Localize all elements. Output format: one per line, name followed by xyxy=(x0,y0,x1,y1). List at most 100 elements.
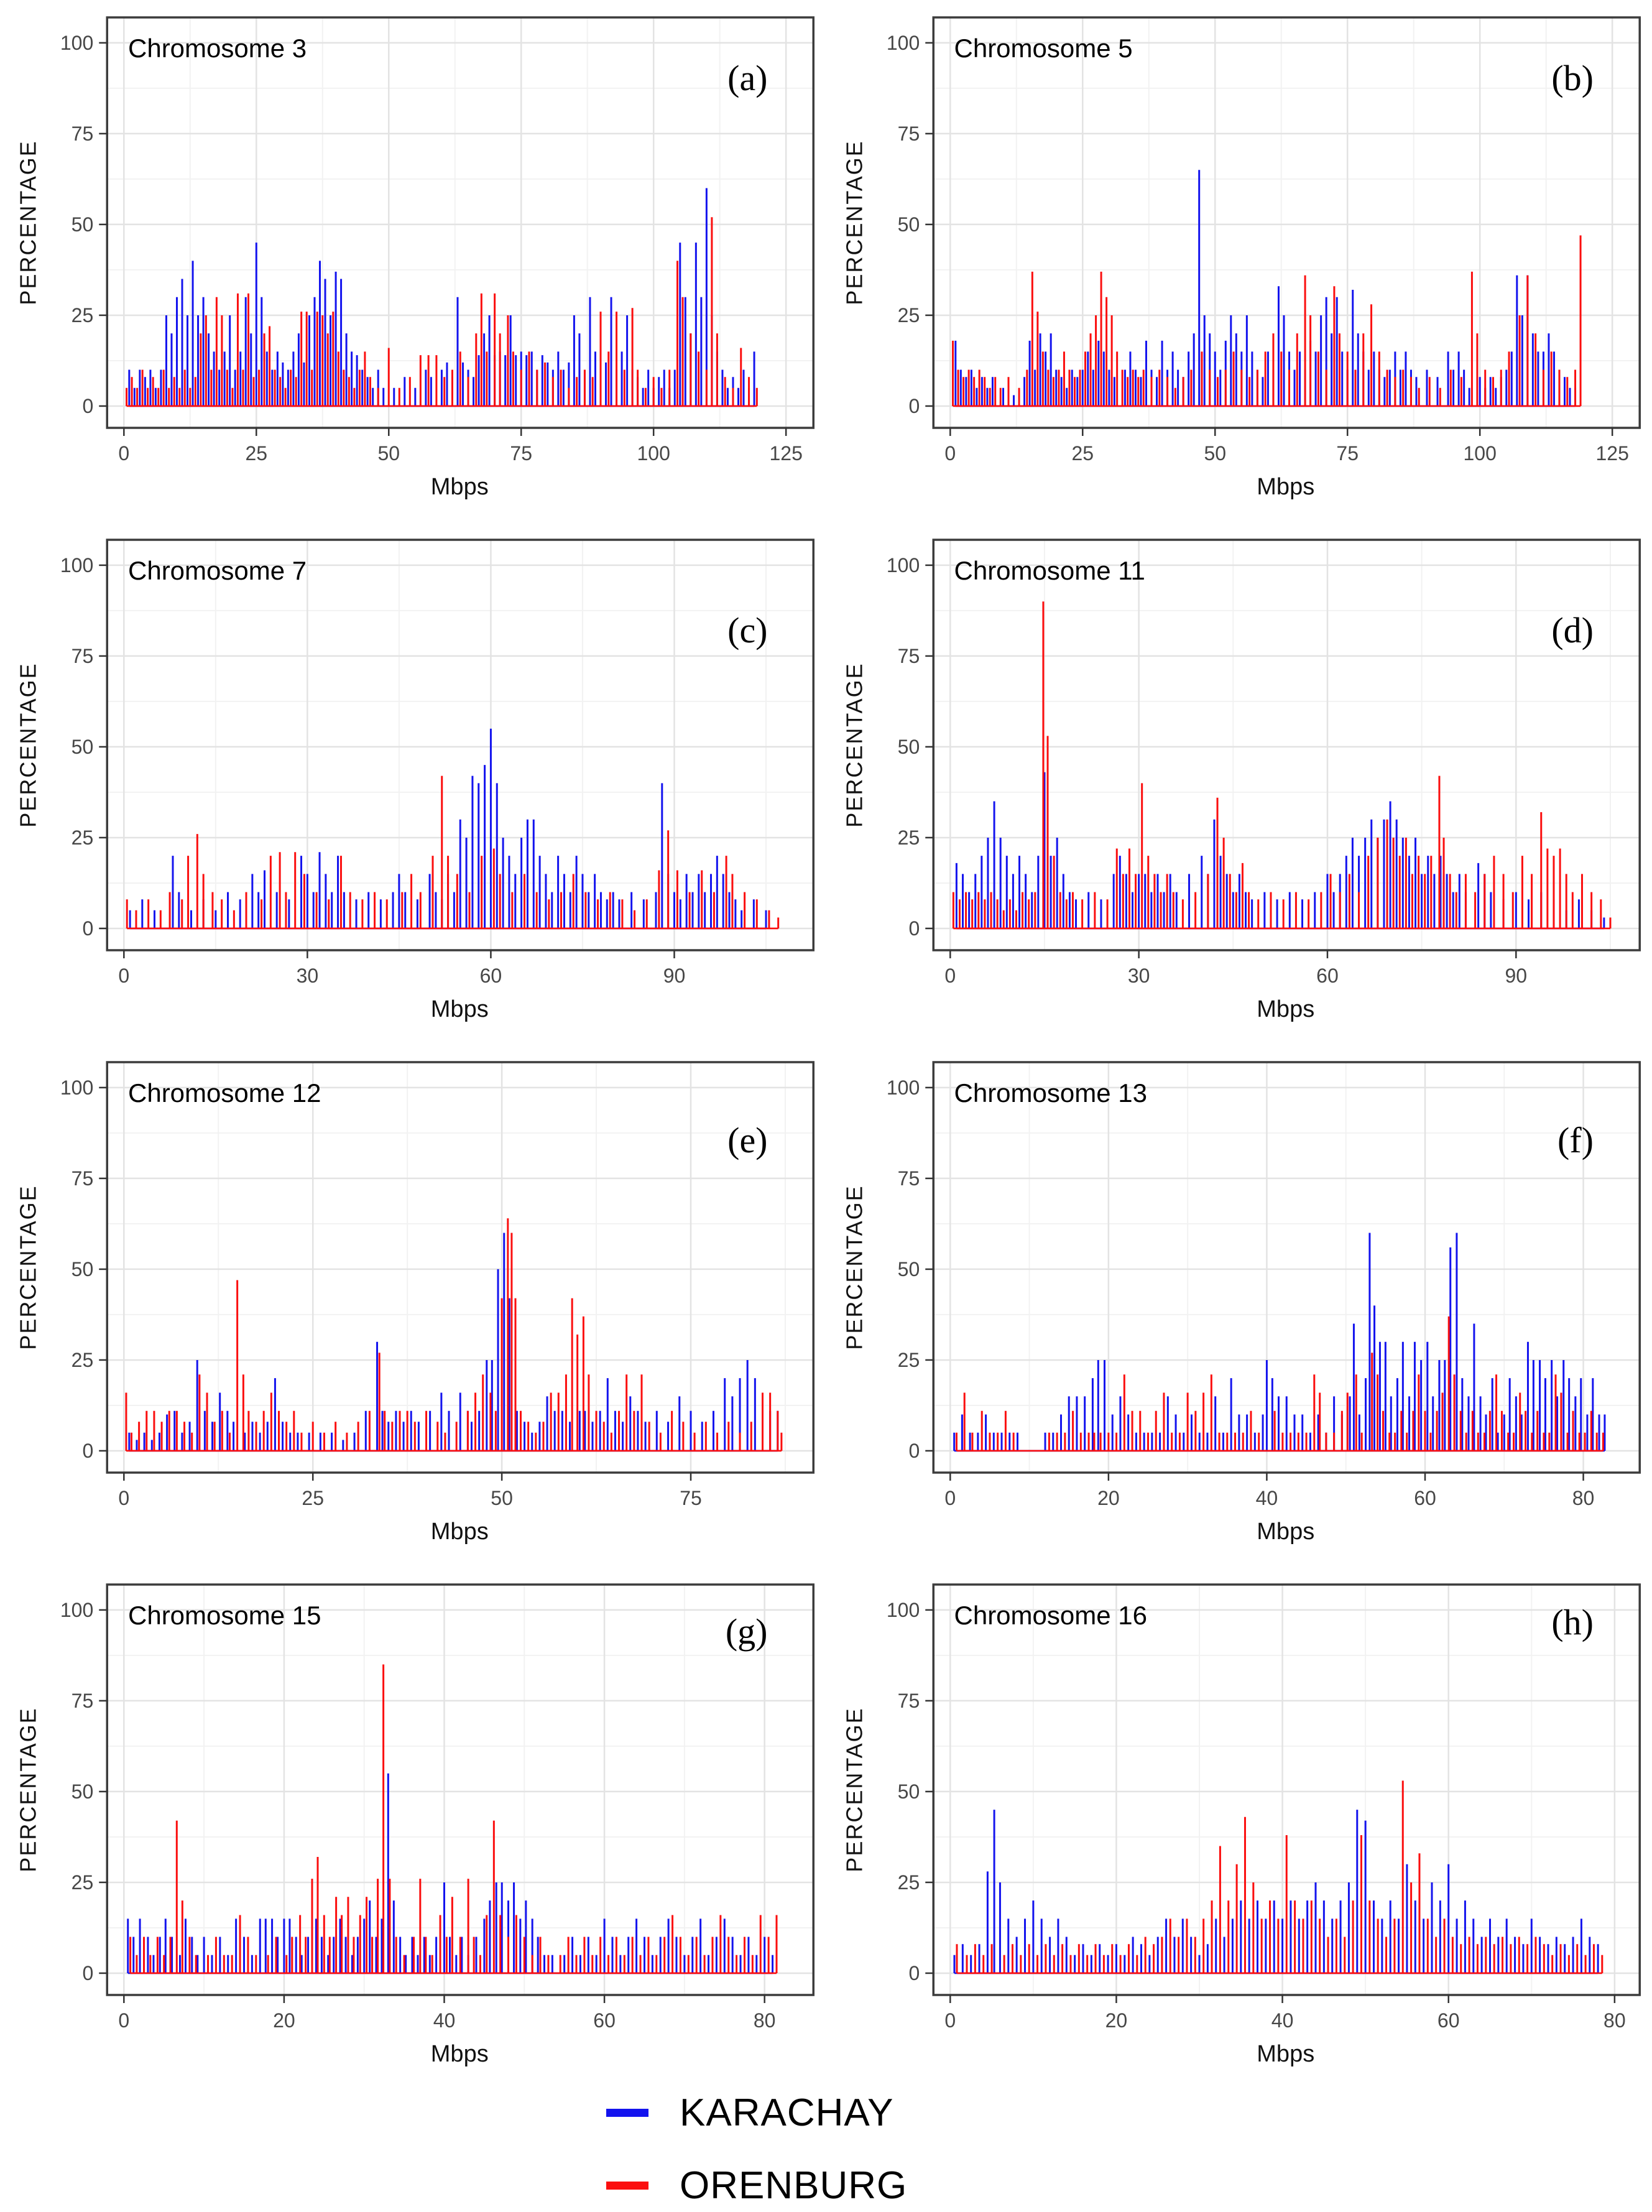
panel-letter-label: (d) xyxy=(1551,610,1594,650)
svg-text:40: 40 xyxy=(1271,2009,1293,2032)
svg-text:125: 125 xyxy=(769,442,802,465)
svg-text:0: 0 xyxy=(118,965,129,987)
svg-text:100: 100 xyxy=(886,1599,919,1621)
chart-panel-g: 0 20 40 60 80 0 25 50 75 100 Chromosome 15 (g) PE… xyxy=(0,1567,826,2089)
svg-text:0: 0 xyxy=(908,395,920,417)
panel-letter-label: (e) xyxy=(727,1120,768,1160)
x-axis-title: Mbps xyxy=(1257,2041,1315,2067)
svg-text:50: 50 xyxy=(897,1780,920,1803)
svg-text:0: 0 xyxy=(82,1440,93,1462)
svg-text:40: 40 xyxy=(433,2009,456,2032)
svg-text:20: 20 xyxy=(273,2009,295,2032)
svg-text:75: 75 xyxy=(72,1690,94,1712)
svg-text:50: 50 xyxy=(72,736,94,758)
svg-text:125: 125 xyxy=(1595,442,1628,465)
svg-text:100: 100 xyxy=(886,554,919,576)
svg-text:25: 25 xyxy=(245,442,267,465)
svg-text:25: 25 xyxy=(302,1487,324,1509)
svg-text:20: 20 xyxy=(1097,1487,1120,1509)
svg-text:25: 25 xyxy=(897,304,920,326)
panel-title: Chromosome 16 xyxy=(954,1601,1147,1630)
svg-text:0: 0 xyxy=(908,1440,920,1462)
svg-text:50: 50 xyxy=(897,1258,920,1280)
svg-text:50: 50 xyxy=(72,1780,94,1803)
svg-text:50: 50 xyxy=(491,1487,513,1509)
svg-text:60: 60 xyxy=(1316,965,1339,987)
svg-text:50: 50 xyxy=(1204,442,1226,465)
chromosome-15-plot: 0 20 40 60 80 0 25 50 75 100 xyxy=(60,1583,814,2032)
svg-text:20: 20 xyxy=(1105,2009,1127,2032)
svg-text:0: 0 xyxy=(82,917,93,940)
x-axis-title: Mbps xyxy=(430,474,489,500)
svg-text:75: 75 xyxy=(897,1690,920,1712)
svg-text:0: 0 xyxy=(118,1487,129,1509)
svg-text:0: 0 xyxy=(118,2009,129,2032)
panel-title: Chromosome 3 xyxy=(128,34,307,63)
svg-text:25: 25 xyxy=(1071,442,1094,465)
panel-letter-label: (f) xyxy=(1557,1120,1594,1160)
panel-title: Chromosome 11 xyxy=(954,556,1145,585)
svg-text:30: 30 xyxy=(297,965,319,987)
panel-letter-label: (g) xyxy=(725,1611,768,1652)
svg-text:80: 80 xyxy=(754,2009,776,2032)
legend-label: KARACHAY xyxy=(680,2091,894,2134)
legend-item-orenburg: ORENBURG xyxy=(606,2163,907,2208)
svg-text:25: 25 xyxy=(897,1349,920,1371)
panel-grid: 0 25 50 75 100 125 0 25 50 75 100 Chromosome 3 (a)… xyxy=(0,0,1652,2089)
svg-text:0: 0 xyxy=(118,442,129,465)
svg-text:60: 60 xyxy=(480,965,502,987)
chromosome-5-plot: 0 25 50 75 100 125 0 25 50 75 100 xyxy=(886,16,1641,465)
svg-text:25: 25 xyxy=(72,826,94,849)
svg-text:40: 40 xyxy=(1255,1487,1278,1509)
legend-item-karachay: KARACHAY xyxy=(606,2091,907,2135)
svg-text:0: 0 xyxy=(82,395,93,417)
svg-text:75: 75 xyxy=(680,1487,702,1509)
svg-text:100: 100 xyxy=(1463,442,1496,465)
svg-text:0: 0 xyxy=(944,2009,956,2032)
svg-text:100: 100 xyxy=(886,1076,919,1099)
svg-text:25: 25 xyxy=(897,1871,920,1894)
panel-letter-label: (h) xyxy=(1551,1602,1594,1642)
svg-text:90: 90 xyxy=(663,965,686,987)
x-axis-title: Mbps xyxy=(430,996,489,1022)
karachay-line-swatch xyxy=(606,2109,648,2117)
svg-text:50: 50 xyxy=(377,442,400,465)
legend-label: ORENBURG xyxy=(680,2164,908,2207)
svg-text:50: 50 xyxy=(72,213,94,236)
chromosome-11-plot: 0 30 60 90 0 25 50 75 100 xyxy=(886,539,1641,987)
svg-text:30: 30 xyxy=(1127,965,1150,987)
panel-title: Chromosome 13 xyxy=(954,1078,1147,1108)
panel-title: Chromosome 15 xyxy=(128,1601,321,1630)
svg-text:100: 100 xyxy=(60,32,93,54)
chart-panel-e: 0 25 50 75 0 25 50 75 100 Chromosome 12 (e) PERC… xyxy=(0,1045,826,1567)
svg-text:75: 75 xyxy=(897,123,920,145)
svg-text:50: 50 xyxy=(897,736,920,758)
chart-panel-h: 0 20 40 60 80 0 25 50 75 100 Chromosome 16 (h) PE… xyxy=(826,1567,1652,2089)
svg-text:75: 75 xyxy=(72,645,94,667)
svg-text:75: 75 xyxy=(72,123,94,145)
svg-text:0: 0 xyxy=(908,1962,920,1984)
svg-text:80: 80 xyxy=(1604,2009,1626,2032)
svg-text:90: 90 xyxy=(1505,965,1527,987)
svg-text:100: 100 xyxy=(637,442,670,465)
svg-text:60: 60 xyxy=(1414,1487,1436,1509)
orenburg-line-swatch xyxy=(606,2182,648,2190)
svg-text:50: 50 xyxy=(897,213,920,236)
svg-text:0: 0 xyxy=(82,1962,93,1984)
panel-letter-label: (b) xyxy=(1551,58,1594,98)
svg-text:100: 100 xyxy=(886,32,919,54)
svg-text:75: 75 xyxy=(510,442,532,465)
chromosome-7-plot: 0 30 60 90 0 25 50 75 100 xyxy=(60,539,814,987)
x-axis-title: Mbps xyxy=(1257,996,1315,1022)
x-axis-title: Mbps xyxy=(1257,1519,1315,1545)
chart-panel-c: 0 30 60 90 0 25 50 75 100 Chromosome 7 (c) PERCE… xyxy=(0,522,826,1045)
panel-letter-label: (c) xyxy=(727,610,768,650)
chart-panel-b: 0 25 50 75 100 125 0 25 50 75 100 Chromosome 5 (b)… xyxy=(826,0,1652,522)
svg-text:60: 60 xyxy=(593,2009,616,2032)
x-axis-title: Mbps xyxy=(430,1519,489,1545)
svg-text:75: 75 xyxy=(897,645,920,667)
svg-text:80: 80 xyxy=(1572,1487,1594,1509)
x-axis-title: Mbps xyxy=(430,2041,489,2067)
panel-letter-label: (a) xyxy=(727,58,768,98)
